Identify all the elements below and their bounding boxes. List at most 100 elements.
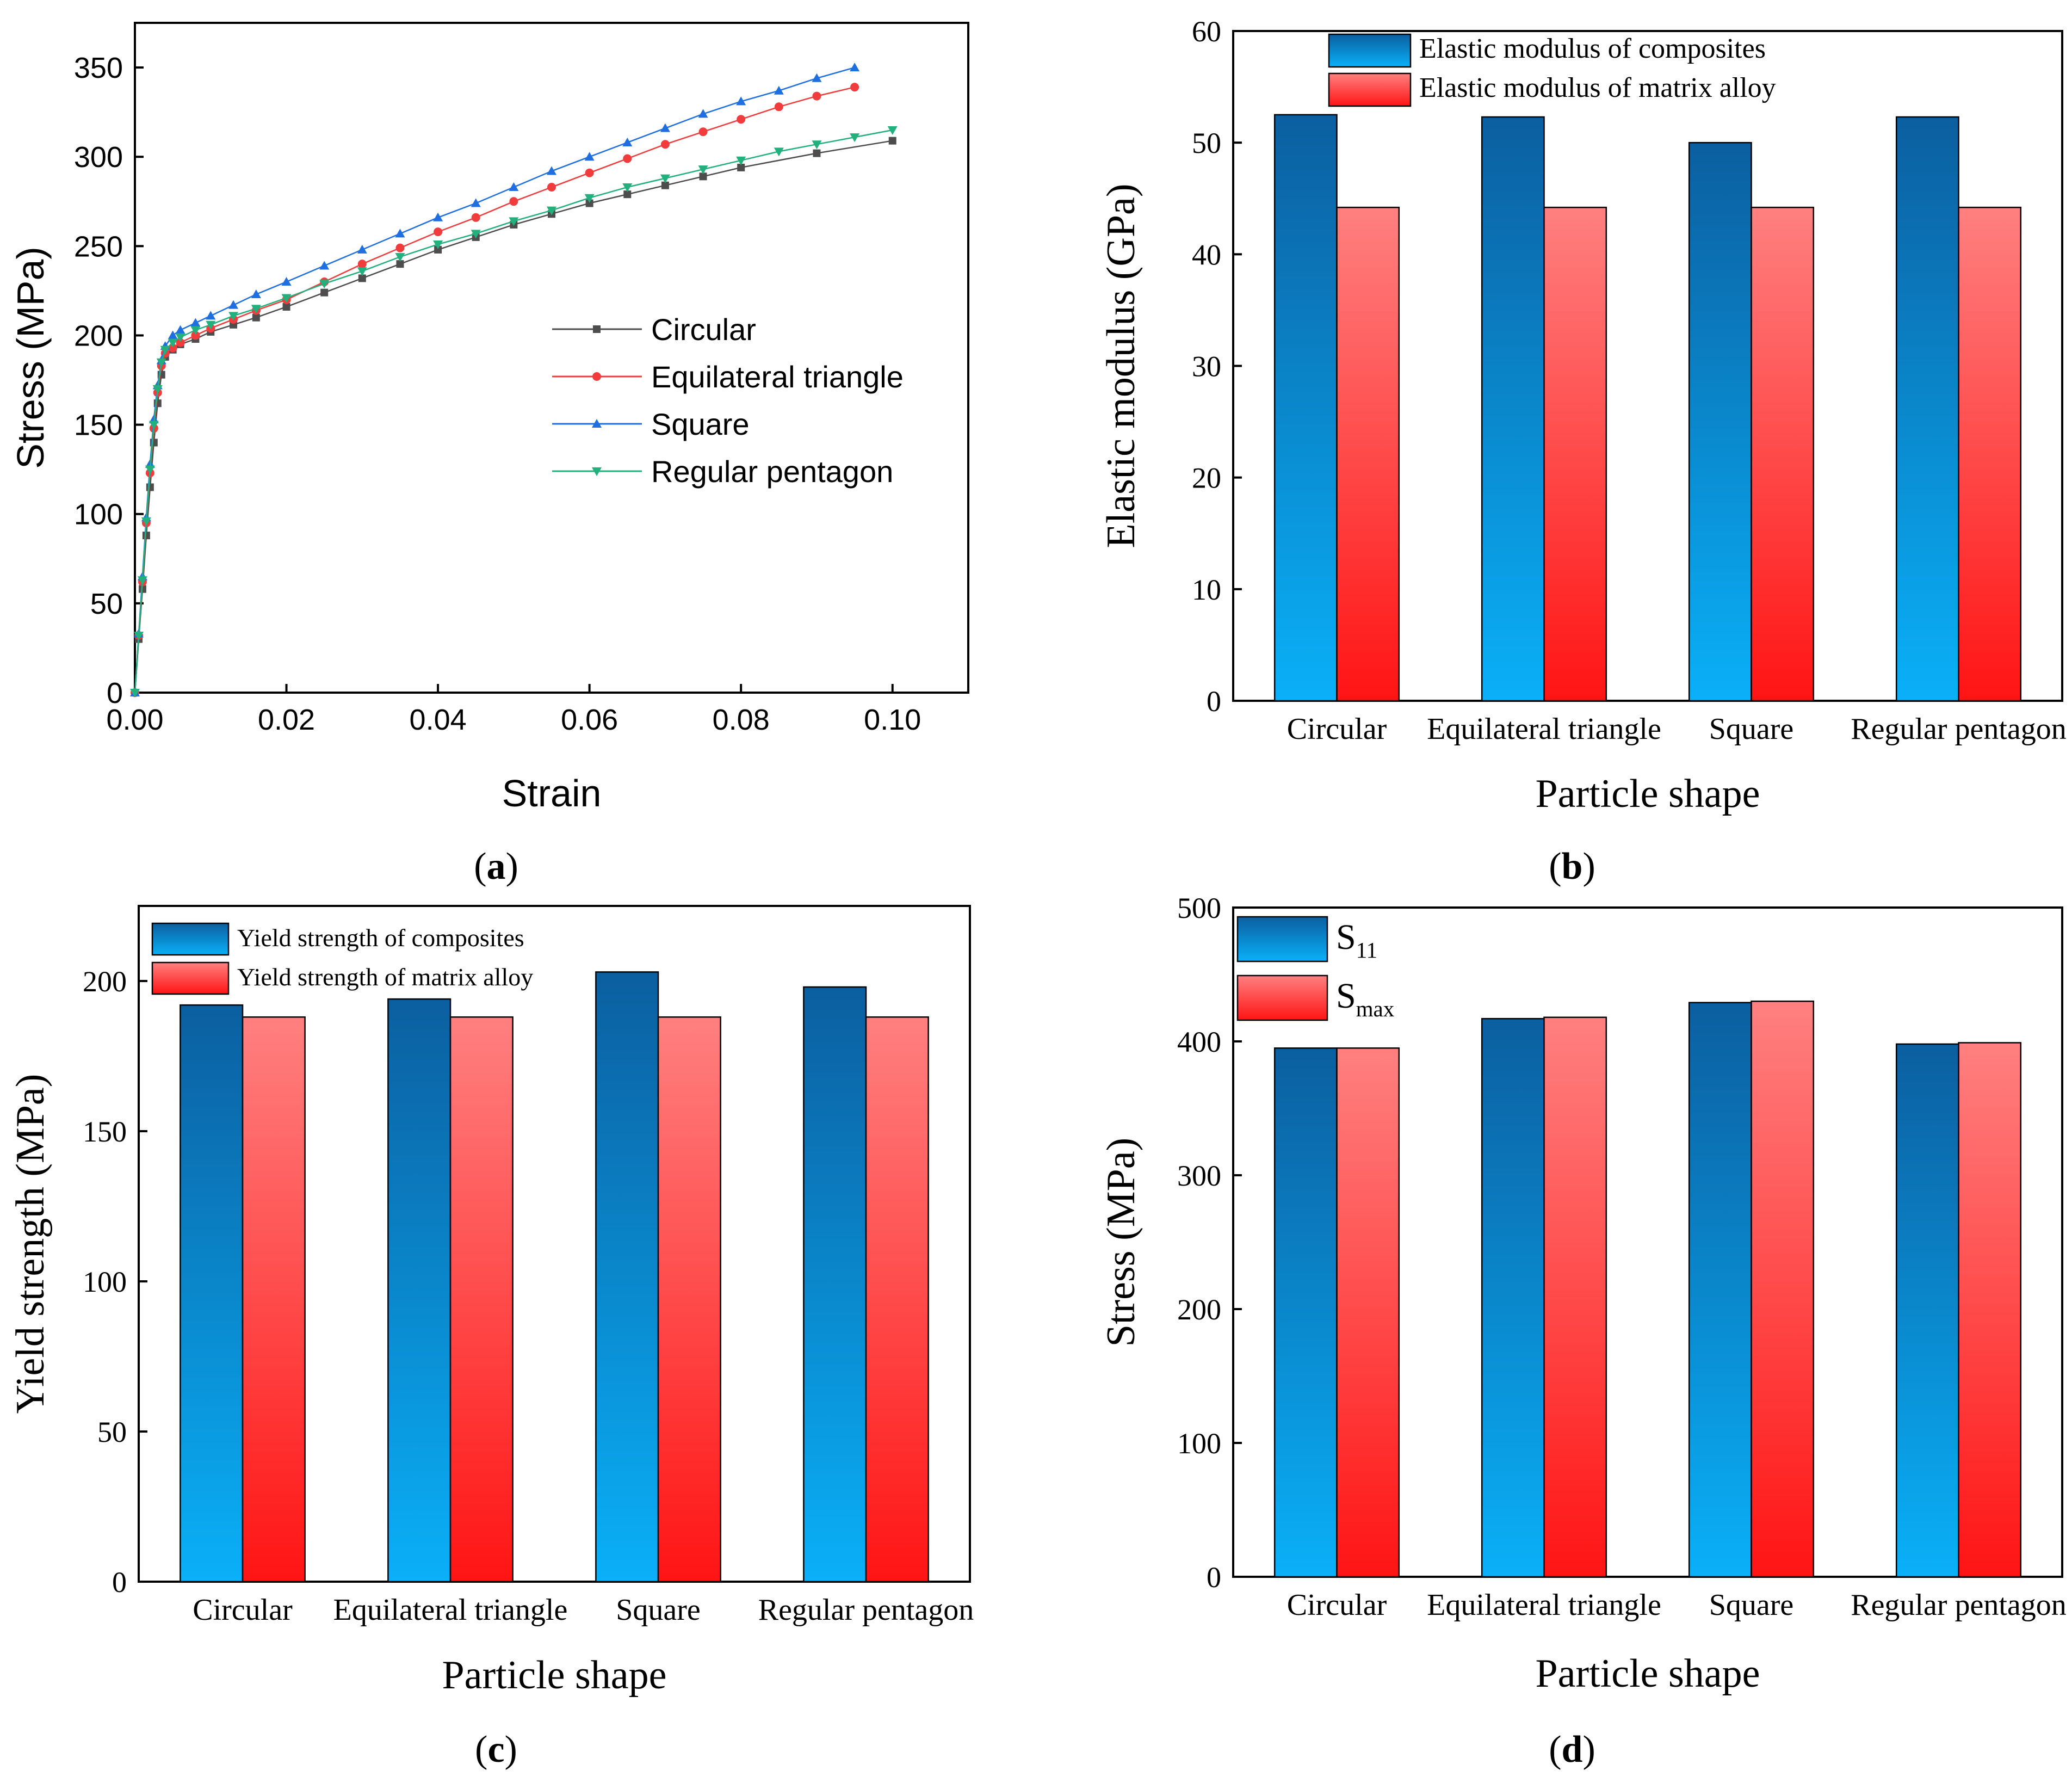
panel-b-elastic-modulus: 0 10 20 30 40 50 60 Circular Equilateral triangl… — [1099, 15, 2067, 887]
y-tick-label: 100 — [1177, 1427, 1221, 1460]
bar-matrix — [1543, 1016, 1607, 1578]
y-tick-label: 0 — [112, 1566, 127, 1599]
square-marker — [396, 260, 404, 268]
plot-frame — [1232, 906, 2063, 1578]
category-label: Regular pentagon — [1851, 712, 2067, 746]
square-marker — [320, 288, 329, 297]
triangle-down-marker — [395, 253, 405, 262]
triangle-down-marker — [130, 689, 140, 698]
triangle-up-marker — [168, 330, 178, 340]
y-tick-label: 150 — [74, 409, 123, 442]
y-tick-label: 50 — [1192, 127, 1221, 159]
x-tick-label: 0.02 — [258, 704, 315, 736]
bar-composite — [1273, 114, 1338, 702]
category-label: Square — [1709, 712, 1794, 746]
bar-matrix — [242, 1016, 306, 1583]
triangle-down-marker — [433, 240, 443, 250]
legend-swatch-matrix — [1236, 974, 1328, 1021]
triangle-down-marker — [141, 517, 151, 526]
triangle-up-marker — [395, 229, 405, 238]
legend-swatch-composite — [1236, 916, 1328, 963]
square-marker — [358, 274, 366, 282]
panel-label: (c) — [475, 1729, 517, 1770]
y-tick-label: 50 — [90, 588, 123, 620]
triangle-down-marker — [206, 320, 216, 330]
bar-composite — [180, 1004, 244, 1583]
circle-marker — [592, 372, 601, 381]
triangle-down-marker — [152, 385, 163, 394]
triangle-down-marker — [156, 358, 166, 367]
category-label: Circular — [193, 1593, 293, 1627]
triangle-down-marker — [850, 133, 860, 143]
circle-marker — [434, 227, 443, 237]
triangle-down-marker — [160, 346, 170, 355]
bar-composite — [595, 971, 659, 1583]
triangle-down-marker — [168, 338, 178, 348]
panel-d-stress: 0 100 200 300 400 500 Circular Equilateral tria… — [1099, 892, 2067, 1770]
x-tick-label: 0.06 — [561, 704, 618, 736]
x-axis-label: Particle shape — [442, 1653, 667, 1698]
panel-c-yield-strength: 0 50 100 150 200 Circular Equilateral triangle… — [8, 905, 974, 1770]
square-marker — [146, 483, 154, 491]
bar-composite — [387, 998, 451, 1583]
square-marker — [737, 163, 745, 171]
triangle-down-marker — [137, 576, 147, 585]
circle-marker — [191, 331, 200, 340]
bar-matrix — [1336, 206, 1400, 702]
triangle-up-marker — [850, 63, 860, 72]
triangle-up-marker — [547, 166, 556, 175]
y-tick-label: 200 — [83, 965, 127, 998]
category-label: Square — [616, 1593, 701, 1627]
legend-label: Yield strength of composites — [237, 924, 524, 952]
y-tick-label: 150 — [83, 1115, 127, 1148]
y-tick-label: 50 — [97, 1416, 127, 1448]
square-marker — [813, 149, 821, 157]
bar-matrix — [1958, 206, 2022, 702]
category-label: Equilateral triangle — [333, 1593, 568, 1627]
y-tick-label: 350 — [74, 52, 123, 84]
circle-marker — [471, 213, 480, 222]
x-tick-label: 0.00 — [106, 704, 163, 736]
bar-matrix — [657, 1016, 721, 1583]
y-tick-label: 0 — [1207, 685, 1221, 718]
y-tick-label: 400 — [1177, 1026, 1221, 1058]
triangle-up-marker — [175, 325, 185, 334]
circle-marker — [698, 127, 708, 137]
bar-matrix — [865, 1016, 929, 1583]
circle-marker — [585, 168, 594, 177]
legend-swatch-matrix — [151, 961, 230, 995]
square-marker — [888, 137, 896, 145]
legend-label: Circular — [651, 312, 756, 347]
triangle-up-marker — [357, 244, 367, 254]
x-axis-label: Strain — [502, 772, 602, 815]
triangle-down-marker — [812, 140, 822, 150]
category-label: Circular — [1287, 1588, 1387, 1622]
triangle-down-marker — [357, 267, 367, 276]
triangle-up-marker — [592, 419, 602, 428]
plot-frame — [138, 905, 971, 1583]
panel-label: (a) — [474, 846, 518, 887]
circle-marker — [812, 91, 821, 101]
y-axis-label: Elastic modulus (GPa) — [1099, 183, 1143, 548]
y-axis-label: Yield strength (MPa) — [8, 1074, 53, 1414]
triangle-up-marker — [433, 212, 443, 221]
triangle-down-marker — [133, 631, 144, 640]
triangle-down-marker — [736, 156, 746, 165]
x-axis-label: Particle shape — [1536, 1651, 1760, 1696]
series-line — [134, 140, 893, 693]
square-marker — [252, 313, 260, 322]
x-axis-label: Particle shape — [1536, 772, 1760, 816]
y-tick-label: 200 — [74, 319, 123, 352]
circle-marker — [850, 83, 859, 92]
series-line — [134, 129, 893, 693]
y-axis-label: Stress (MPa) — [9, 246, 52, 468]
bar-composite — [1895, 1043, 1959, 1578]
circle-marker — [357, 260, 367, 269]
triangle-up-marker — [281, 276, 292, 286]
circle-marker — [168, 343, 177, 353]
y-tick-label: 100 — [74, 498, 123, 531]
triangle-down-marker — [228, 312, 239, 321]
triangle-up-marker — [509, 182, 519, 192]
y-tick-label: 100 — [83, 1266, 127, 1298]
legend-label: Elastic modulus of composites — [1419, 33, 1766, 64]
